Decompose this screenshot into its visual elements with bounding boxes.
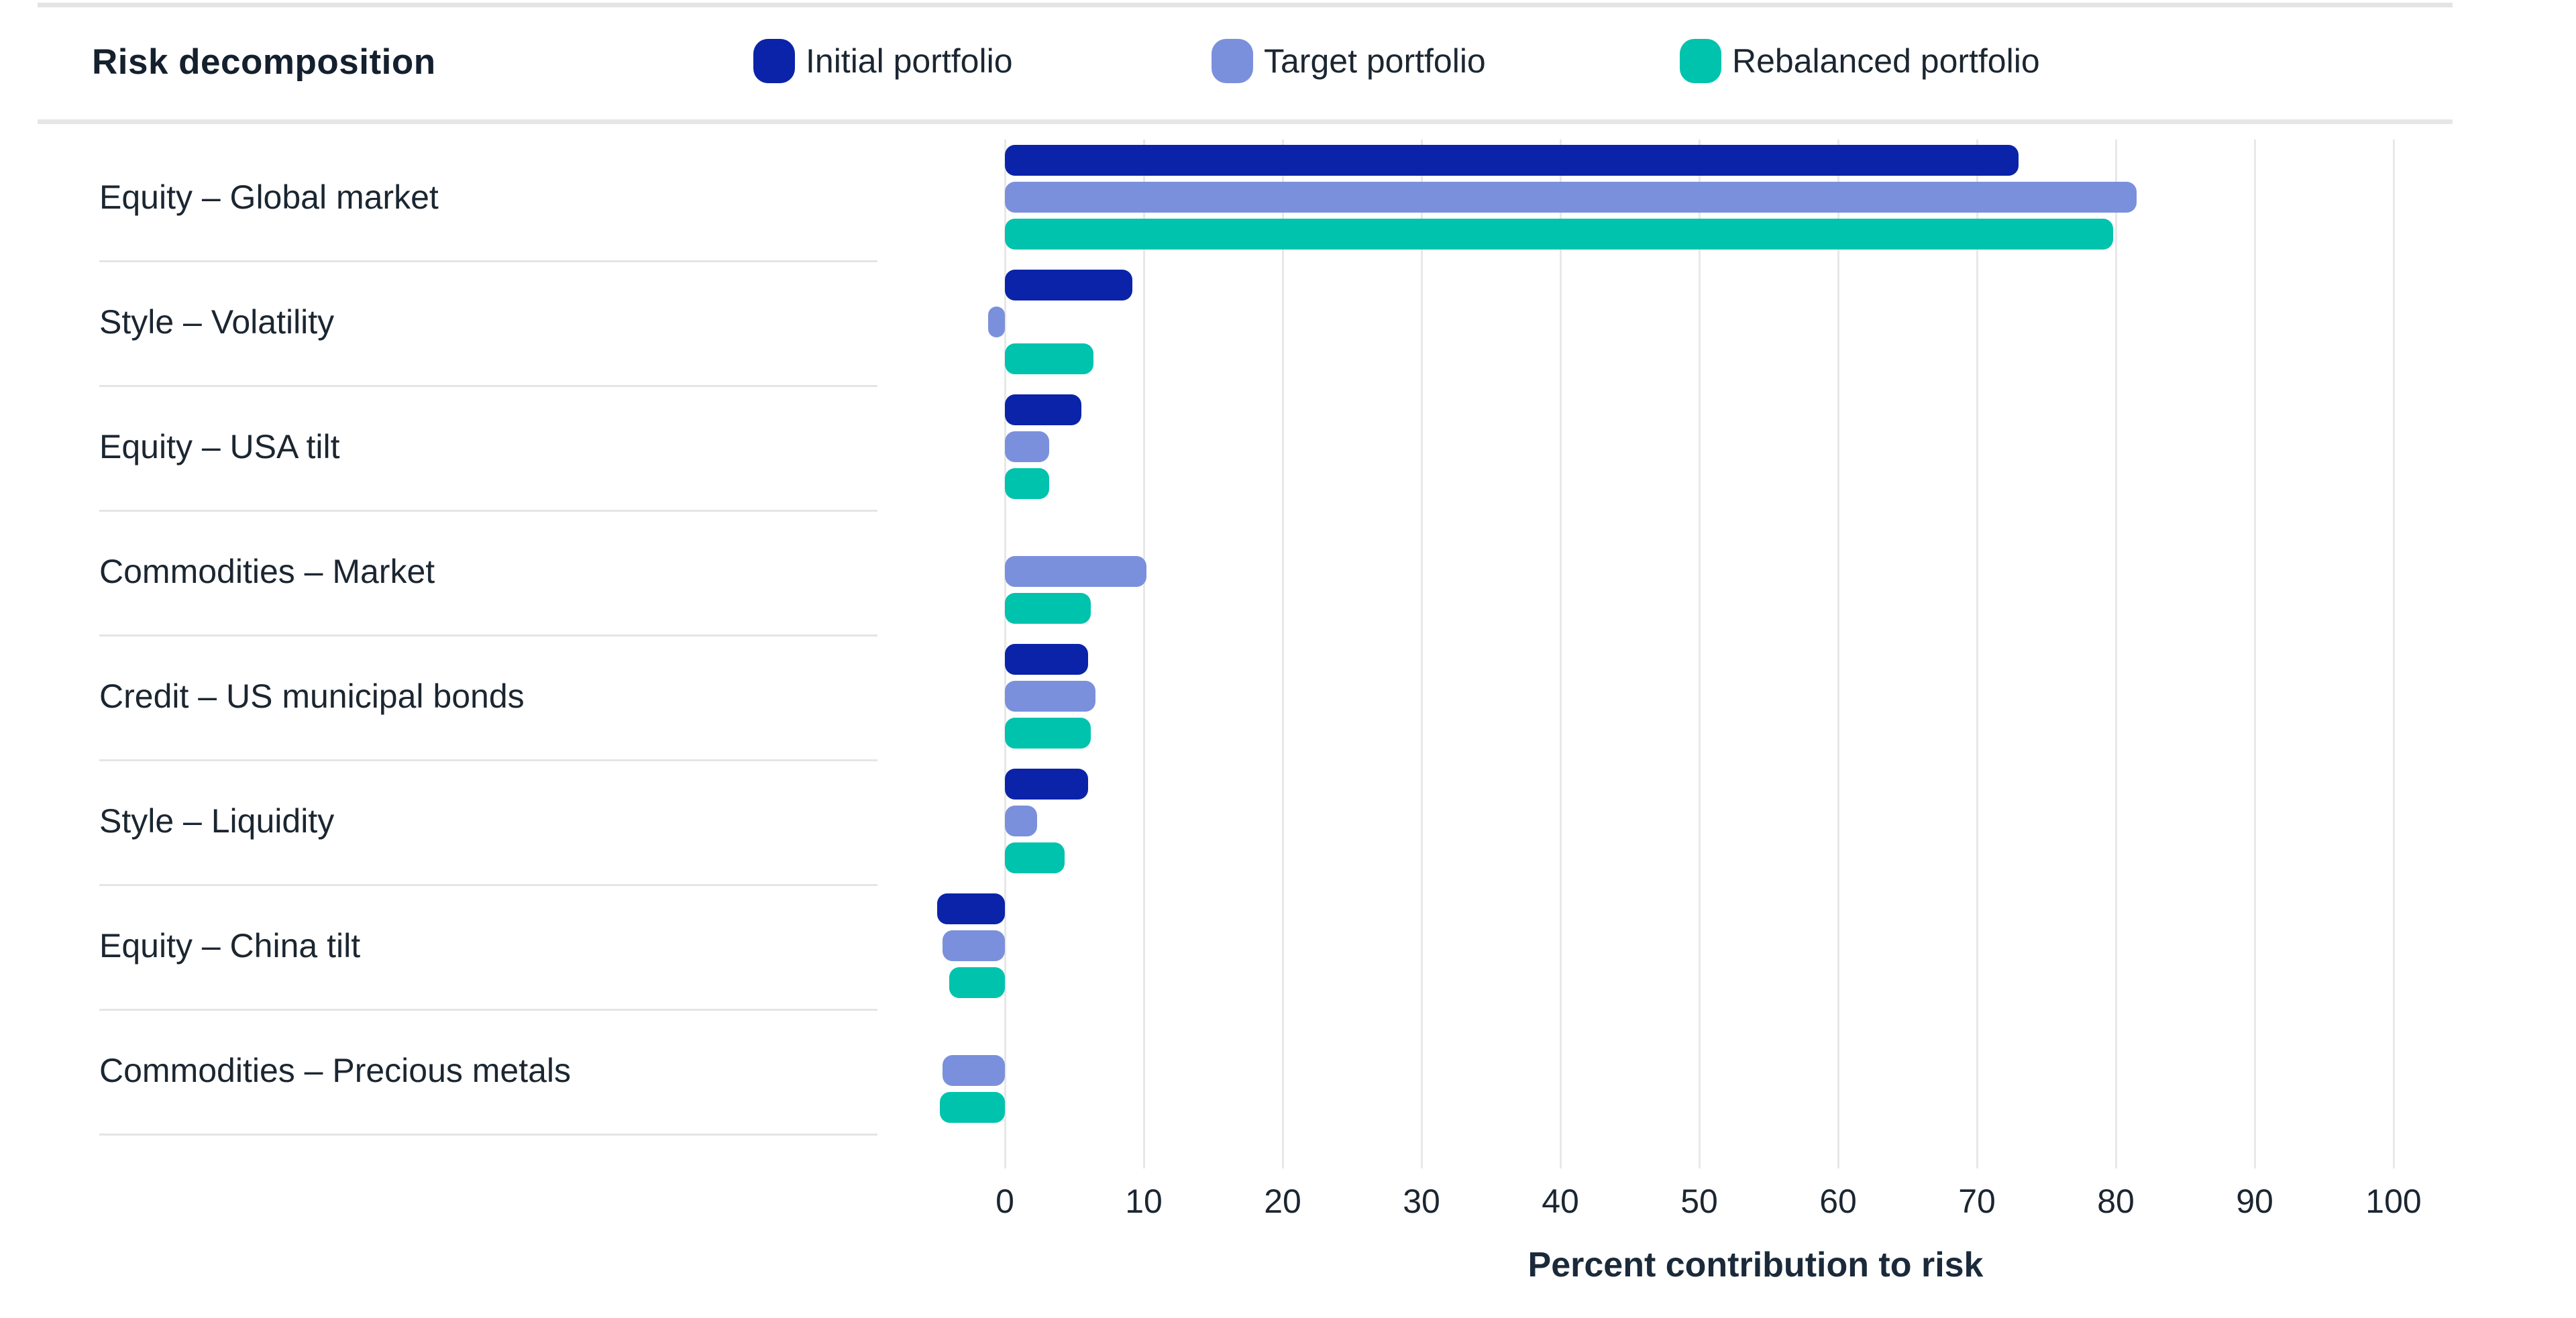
x-tick-label-0: 0 <box>996 1183 1014 1220</box>
category-label-commodities-market: Commodities – Market <box>99 553 435 590</box>
bar-initial-portfolio-equity-china-tilt <box>936 893 1005 924</box>
category-label-style-volatility: Style – Volatility <box>99 303 335 341</box>
bar-rebalanced-portfolio-commodities-precious-metals <box>939 1092 1005 1123</box>
x-tick-label-60: 60 <box>1819 1183 1857 1220</box>
gridline-20 <box>1281 140 1284 1168</box>
bar-target-portfolio-equity-usa-tilt <box>1005 431 1050 462</box>
category-label-commodities-precious-metals: Commodities – Precious metals <box>99 1052 572 1089</box>
gridline-70 <box>1976 140 1978 1168</box>
bar-target-portfolio-commodities-precious-metals <box>942 1055 1005 1086</box>
top-border <box>38 3 2453 7</box>
x-tick-label-20: 20 <box>1264 1183 1301 1220</box>
gridline-50 <box>1698 140 1701 1168</box>
legend-label: Target portfolio <box>1264 42 1486 80</box>
gridline-100 <box>2392 140 2395 1168</box>
bar-target-portfolio-style-liquidity <box>1005 806 1037 836</box>
legend-label: Initial portfolio <box>806 42 1013 80</box>
legend-item-rebalanced-portfolio[interactable]: Rebalanced portfolio <box>1680 39 2040 83</box>
gridline-90 <box>2253 140 2256 1168</box>
row-separator <box>99 1009 877 1011</box>
category-label-equity-global-market: Equity – Global market <box>99 178 439 216</box>
legend-label: Rebalanced portfolio <box>1732 42 2040 80</box>
x-tick-label-70: 70 <box>1958 1183 1996 1220</box>
row-separator <box>99 510 877 512</box>
gridline-80 <box>2114 140 2117 1168</box>
x-tick-label-80: 80 <box>2097 1183 2135 1220</box>
bar-rebalanced-portfolio-commodities-market <box>1005 593 1091 624</box>
bar-target-portfolio-commodities-market <box>1005 556 1147 587</box>
bar-initial-portfolio-equity-usa-tilt <box>1005 394 1081 425</box>
category-label-style-liquidity: Style – Liquidity <box>99 802 335 840</box>
x-tick-label-30: 30 <box>1403 1183 1440 1220</box>
x-tick-label-90: 90 <box>2236 1183 2273 1220</box>
x-axis-title: Percent contribution to risk <box>1527 1246 1984 1284</box>
gridline-10 <box>1142 140 1145 1168</box>
legend: Initial portfolio Target portfolio Rebalan… <box>0 0 2576 127</box>
legend-swatch-rebalanced-portfolio <box>1680 39 1721 83</box>
gridline-30 <box>1420 140 1423 1168</box>
bar-initial-portfolio-credit-us-municipal-bonds <box>1005 644 1089 675</box>
bar-rebalanced-portfolio-equity-china-tilt <box>949 967 1005 998</box>
bar-target-portfolio-style-volatility <box>988 307 1005 337</box>
bar-rebalanced-portfolio-equity-global-market <box>1005 219 2113 250</box>
category-label-credit-us-municipal-bonds: Credit – US municipal bonds <box>99 677 525 715</box>
gridline-60 <box>1837 140 1839 1168</box>
legend-item-initial-portfolio[interactable]: Initial portfolio <box>753 39 1013 83</box>
bar-initial-portfolio-style-liquidity <box>1005 769 1089 800</box>
bar-initial-portfolio-style-volatility <box>1005 270 1133 300</box>
header-divider <box>38 119 2453 124</box>
row-separator <box>99 260 877 262</box>
row-separator <box>99 385 877 387</box>
gridline-40 <box>1559 140 1562 1168</box>
row-separator <box>99 759 877 761</box>
bar-initial-portfolio-equity-global-market <box>1005 145 2019 176</box>
x-tick-label-100: 100 <box>2365 1183 2422 1220</box>
legend-swatch-target-portfolio <box>1212 39 1253 83</box>
row-separator <box>99 884 877 886</box>
bar-rebalanced-portfolio-equity-usa-tilt <box>1005 468 1050 499</box>
bar-target-portfolio-equity-global-market <box>1005 182 2137 213</box>
row-separator <box>99 635 877 637</box>
category-label-equity-china-tilt: Equity – China tilt <box>99 927 361 965</box>
x-tick-label-10: 10 <box>1125 1183 1163 1220</box>
bar-rebalanced-portfolio-credit-us-municipal-bonds <box>1005 718 1091 749</box>
bar-target-portfolio-credit-us-municipal-bonds <box>1005 681 1095 712</box>
legend-swatch-initial-portfolio <box>753 39 795 83</box>
legend-item-target-portfolio[interactable]: Target portfolio <box>1212 39 1486 83</box>
bar-rebalanced-portfolio-style-volatility <box>1005 343 1094 374</box>
row-separator <box>99 1134 877 1136</box>
bar-rebalanced-portfolio-style-liquidity <box>1005 842 1065 873</box>
category-label-equity-usa-tilt: Equity – USA tilt <box>99 428 340 465</box>
bar-target-portfolio-equity-china-tilt <box>942 930 1005 961</box>
x-tick-label-50: 50 <box>1680 1183 1718 1220</box>
chart-title: Risk decomposition <box>92 42 436 82</box>
x-tick-label-40: 40 <box>1542 1183 1579 1220</box>
